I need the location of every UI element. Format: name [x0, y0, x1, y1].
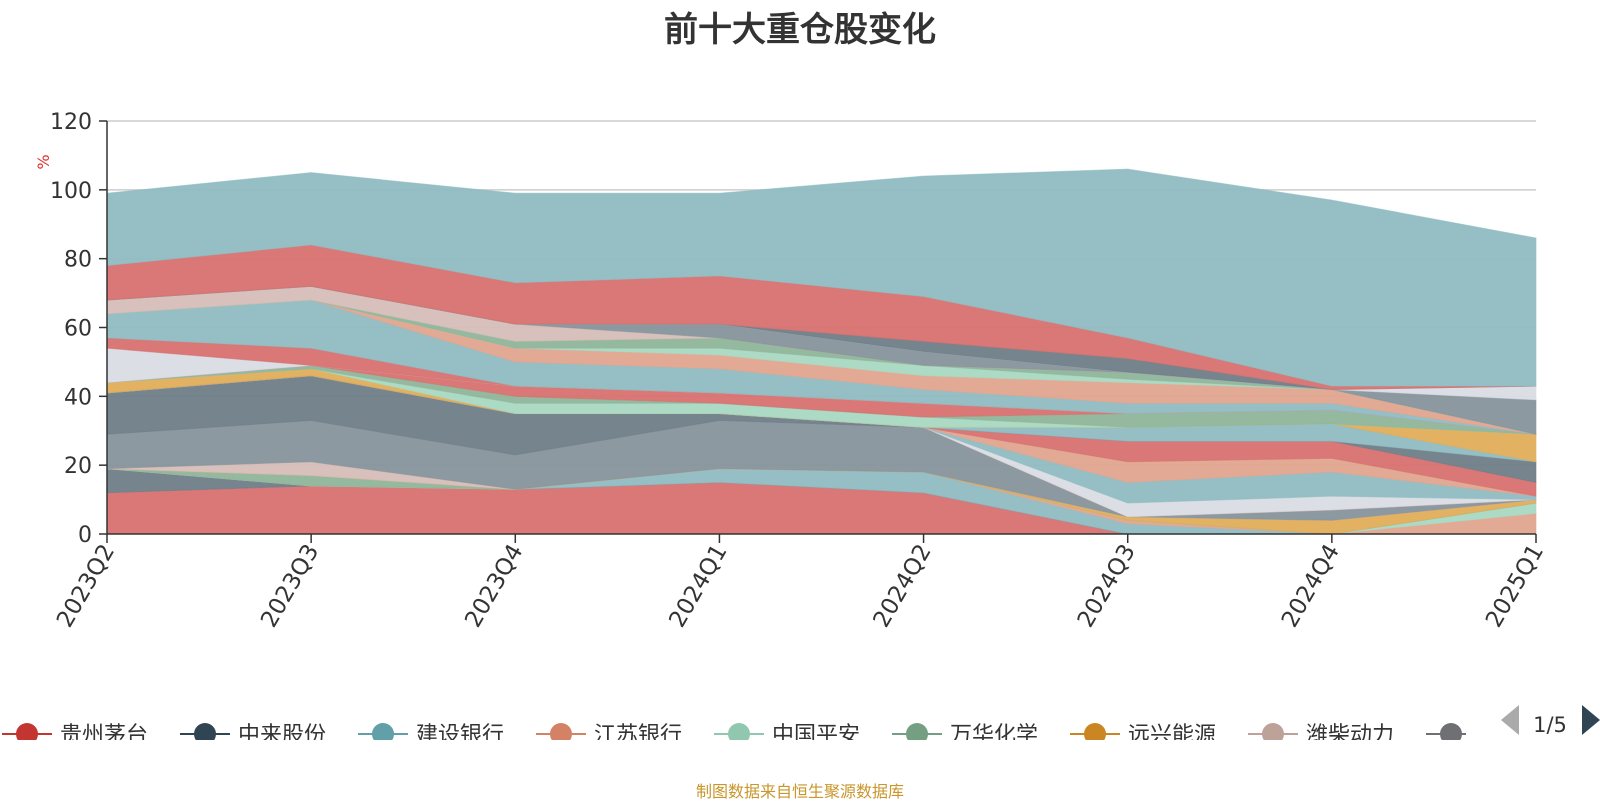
legend-item[interactable]: 文	[1426, 723, 1506, 748]
y-tick-label: 100	[50, 179, 92, 204]
legend-item[interactable]: 江苏银行	[536, 723, 682, 748]
legend-marker-icon	[728, 723, 750, 740]
x-tick-label: 2023Q2	[52, 540, 120, 632]
legend-pager: 1/5	[1501, 705, 1600, 737]
legend-label: 江苏银行	[594, 723, 682, 748]
legend-item[interactable]: 远兴能源	[1070, 723, 1216, 748]
legend-label: 万华化学	[950, 723, 1038, 748]
legend-label: 建设银行	[416, 723, 504, 748]
legend-item[interactable]: 中国平安	[714, 723, 860, 748]
legend-label: 中国平安	[772, 723, 860, 748]
legend-item[interactable]: 中来股份	[180, 723, 326, 748]
legend-marker-icon	[550, 723, 572, 740]
legend-marker-icon	[194, 723, 216, 740]
legend-marker-icon	[372, 723, 394, 740]
legend-label: 中来股份	[238, 723, 326, 748]
x-tick-label: 2024Q2	[869, 540, 937, 632]
legend-marker-icon	[1440, 723, 1462, 740]
y-tick-label: 120	[50, 110, 92, 135]
legend-marker-icon	[1084, 723, 1106, 740]
legend-label: 潍柴动力	[1306, 723, 1394, 748]
y-axis-label: %	[34, 154, 53, 169]
y-tick-label: 0	[78, 523, 92, 548]
legend: 贵州茅台 中来股份 建设银行 江苏银行 中国平安 万华化学 远兴能源 潍柴动力 文	[2, 723, 1506, 748]
y-tick-label: 40	[64, 385, 92, 410]
legend-marker-icon	[16, 723, 38, 740]
legend-label: 文	[1484, 723, 1506, 748]
stacked-areas	[106, 168, 1537, 535]
legend-label: 远兴能源	[1128, 723, 1216, 748]
x-tick-label: 2023Q4	[460, 540, 528, 632]
legend-item[interactable]: 潍柴动力	[1248, 723, 1394, 748]
x-tick-label: 2024Q4	[1277, 540, 1345, 632]
y-tick-label: 20	[64, 454, 92, 479]
y-tick-label: 80	[64, 248, 92, 273]
chart-title: 前十大重仓股变化	[664, 10, 936, 50]
legend-prev-arrow-icon[interactable]	[1501, 705, 1519, 735]
legend-item[interactable]: 万华化学	[892, 723, 1038, 748]
data-source-note: 制图数据来自恒生聚源数据库	[695, 782, 904, 801]
x-tick-label: 2023Q3	[256, 540, 324, 632]
legend-marker-icon	[906, 723, 928, 740]
legend-page-indicator: 1/5	[1533, 713, 1567, 737]
legend-item[interactable]: 贵州茅台	[2, 723, 148, 748]
legend-next-arrow-icon[interactable]	[1582, 705, 1600, 735]
legend-label: 贵州茅台	[60, 723, 148, 748]
legend-marker-icon	[1262, 723, 1284, 740]
y-tick-label: 60	[64, 317, 92, 342]
x-tick-label: 2025Q1	[1481, 540, 1549, 632]
area-series-33	[106, 168, 1537, 387]
legend-item[interactable]: 建设银行	[358, 723, 504, 748]
x-tick-label: 2024Q3	[1073, 540, 1141, 632]
x-tick-label: 2024Q1	[664, 540, 732, 632]
